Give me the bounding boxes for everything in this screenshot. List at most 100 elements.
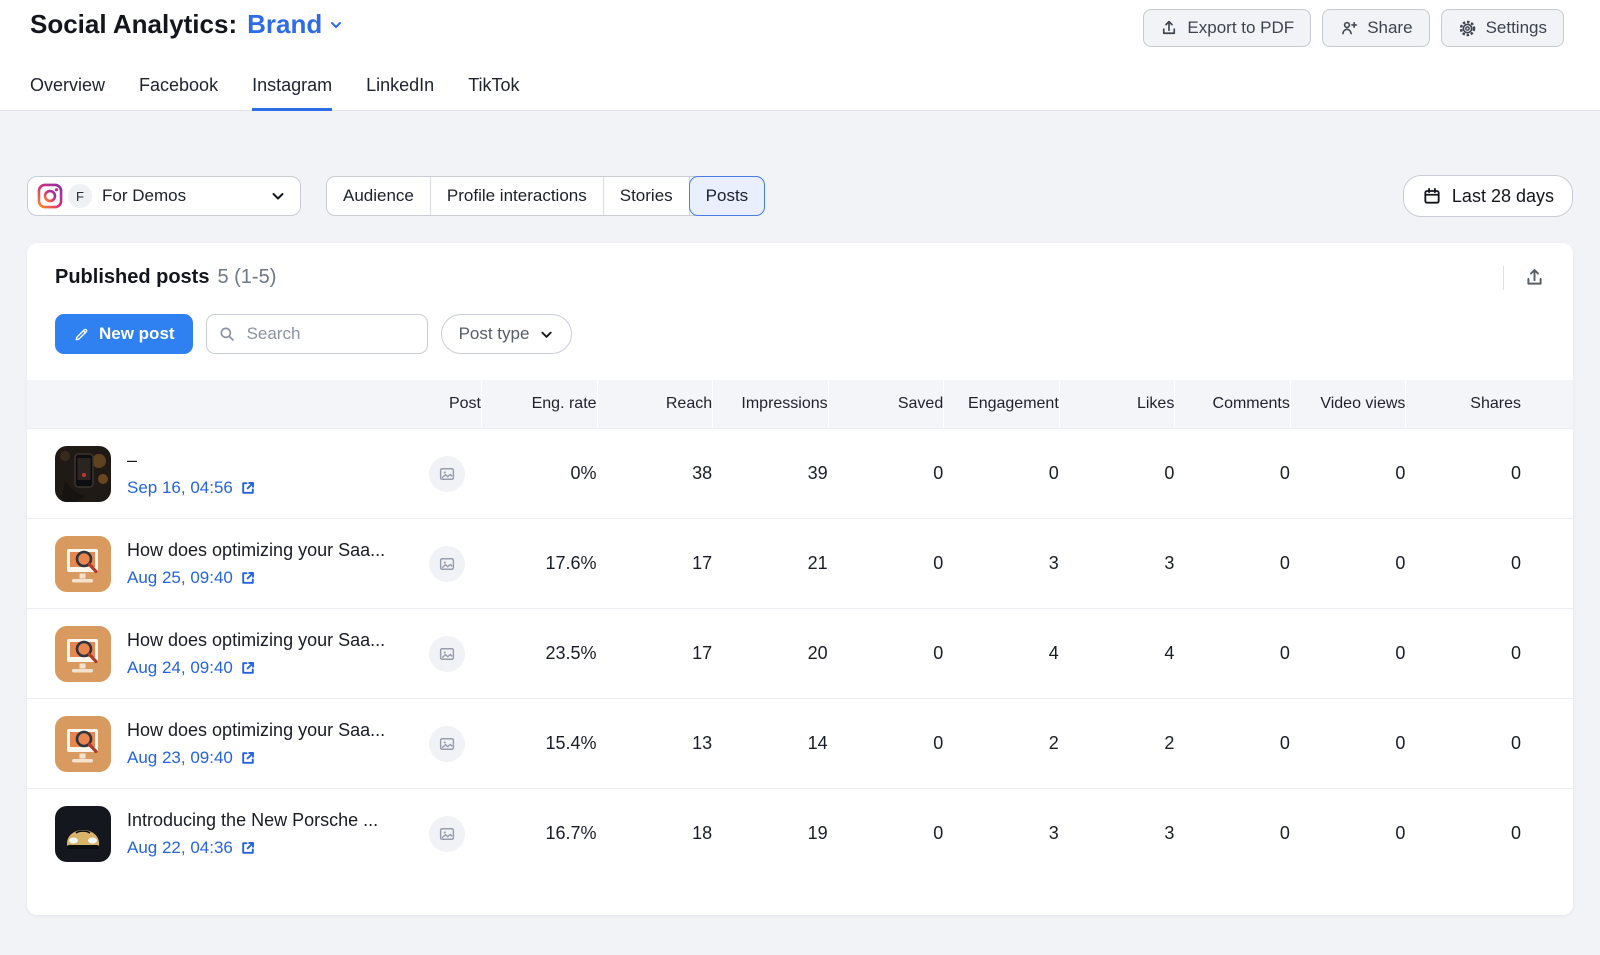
column-header-label: Eng. rate — [532, 395, 597, 413]
eng-rate-value: 15.4% — [481, 733, 597, 754]
header-actions: Export to PDF Share Settings — [1143, 9, 1564, 47]
post-type-label: Post type — [459, 324, 530, 344]
video-views-value: 0 — [1290, 553, 1406, 574]
column-header[interactable]: Likes — [1059, 380, 1175, 428]
segment-tab[interactable]: Stories — [604, 177, 690, 215]
network-tab[interactable]: Facebook — [139, 75, 218, 111]
segment-tab[interactable]: Profile interactions — [431, 177, 604, 215]
post-type-filter[interactable]: Post type — [441, 314, 573, 354]
column-header[interactable]: Reach — [597, 380, 713, 428]
external-link-icon — [240, 750, 256, 766]
post-thumbnail[interactable] — [55, 806, 111, 862]
network-tab[interactable]: Instagram — [252, 75, 332, 111]
export-to-pdf-button[interactable]: Export to PDF — [1143, 9, 1311, 47]
post-thumbnail[interactable] — [55, 626, 111, 682]
pencil-icon — [73, 326, 90, 343]
settings-button[interactable]: Settings — [1441, 9, 1564, 47]
export-table-button[interactable] — [1522, 265, 1547, 290]
chevron-down-icon — [270, 188, 286, 204]
media-type-badge — [429, 456, 465, 492]
post-date-label: Sep 16, 04:56 — [127, 478, 233, 498]
network-tab[interactable]: TikTok — [468, 75, 519, 111]
column-header-label: Impressions — [741, 395, 827, 413]
card-title: Published posts — [55, 266, 209, 289]
eng-rate-value: 0% — [481, 463, 597, 484]
video-views-value: 0 — [1290, 733, 1406, 754]
post-cell: – Sep 16, 04:56 — [27, 446, 481, 502]
saved-value: 0 — [828, 463, 944, 484]
column-header-label: Likes — [1137, 395, 1174, 413]
image-icon — [438, 555, 456, 573]
share-label: Share — [1367, 18, 1412, 38]
account-selector[interactable]: F For Demos — [27, 176, 301, 216]
export-to-pdf-label: Export to PDF — [1187, 18, 1294, 38]
instagram-icon — [37, 183, 63, 209]
column-header[interactable]: Impressions — [712, 380, 828, 428]
post-date-label: Aug 24, 09:40 — [127, 658, 233, 678]
saved-value: 0 — [828, 733, 944, 754]
engagement-value: 4 — [943, 643, 1059, 664]
post-cell: How does optimizing your Saa... Aug 23, … — [27, 716, 481, 772]
chevron-down-icon — [329, 18, 343, 32]
column-header-label: Shares — [1470, 395, 1521, 413]
filter-row: F For Demos Audience Profile interaction… — [27, 175, 1573, 217]
media-type-badge — [429, 726, 465, 762]
engagement-value: 0 — [943, 463, 1059, 484]
image-icon — [438, 825, 456, 843]
network-tab[interactable]: LinkedIn — [366, 75, 434, 111]
table-row: Introducing the New Porsche ... Aug 22, … — [27, 788, 1573, 878]
column-header[interactable]: Engagement — [943, 380, 1059, 428]
account-avatar: F — [68, 184, 92, 208]
likes-value: 4 — [1059, 643, 1175, 664]
table-row: How does optimizing your Saa... Aug 25, … — [27, 518, 1573, 608]
saved-value: 0 — [828, 553, 944, 574]
network-tabs: Overview Facebook Instagram LinkedIn Tik… — [0, 47, 1600, 111]
column-header[interactable]: Post — [27, 380, 481, 428]
post-title: Introducing the New Porsche ... — [127, 810, 378, 831]
export-icon — [1524, 267, 1545, 288]
segment-tab[interactable]: Posts — [689, 176, 766, 216]
external-link-icon — [240, 480, 256, 496]
column-header[interactable]: Saved — [828, 380, 944, 428]
search-icon — [218, 325, 236, 343]
external-link-icon — [240, 660, 256, 676]
image-icon — [438, 735, 456, 753]
shares-value: 0 — [1405, 823, 1521, 844]
date-range-button[interactable]: Last 28 days — [1403, 175, 1573, 217]
column-header[interactable]: Video views — [1290, 380, 1406, 428]
saved-value: 0 — [828, 643, 944, 664]
post-thumbnail[interactable] — [55, 446, 111, 502]
post-date-link[interactable]: Aug 24, 09:40 — [127, 658, 385, 678]
column-header[interactable]: Eng. rate — [481, 380, 597, 428]
new-post-button[interactable]: New post — [55, 314, 193, 354]
post-cell: Introducing the New Porsche ... Aug 22, … — [27, 806, 481, 862]
likes-value: 2 — [1059, 733, 1175, 754]
segment-tab[interactable]: Audience — [327, 177, 431, 215]
video-views-value: 0 — [1290, 823, 1406, 844]
post-thumbnail[interactable] — [55, 536, 111, 592]
impressions-value: 20 — [712, 643, 828, 664]
engagement-value: 3 — [943, 553, 1059, 574]
table-row: How does optimizing your Saa... Aug 24, … — [27, 608, 1573, 698]
post-title: How does optimizing your Saa... — [127, 540, 385, 561]
settings-label: Settings — [1486, 18, 1547, 38]
network-tab[interactable]: Overview — [30, 75, 105, 111]
post-thumbnail[interactable] — [55, 716, 111, 772]
post-date-link[interactable]: Sep 16, 04:56 — [127, 478, 256, 498]
date-range-label: Last 28 days — [1452, 186, 1554, 207]
column-header[interactable]: Shares — [1405, 380, 1521, 428]
column-header[interactable]: Comments — [1174, 380, 1290, 428]
post-date-link[interactable]: Aug 22, 04:36 — [127, 838, 378, 858]
post-date-link[interactable]: Aug 23, 09:40 — [127, 748, 385, 768]
project-picker[interactable]: Brand — [247, 9, 343, 40]
share-button[interactable]: Share — [1322, 9, 1429, 47]
reach-value: 18 — [597, 823, 713, 844]
search-input[interactable] — [206, 314, 428, 354]
eng-rate-value: 23.5% — [481, 643, 597, 664]
comments-value: 0 — [1174, 643, 1290, 664]
column-header-label: Video views — [1320, 395, 1405, 413]
post-title: How does optimizing your Saa... — [127, 720, 385, 741]
image-icon — [438, 645, 456, 663]
post-date-link[interactable]: Aug 25, 09:40 — [127, 568, 385, 588]
impressions-value: 39 — [712, 463, 828, 484]
